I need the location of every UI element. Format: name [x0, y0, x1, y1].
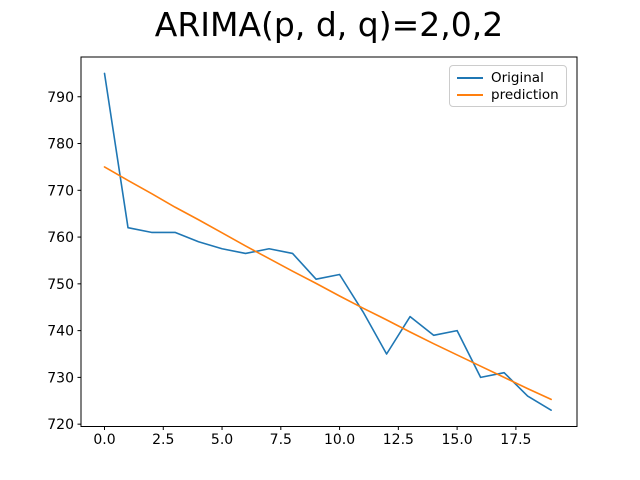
series-line-prediction: [103, 166, 552, 401]
legend-item-original: Original: [457, 69, 559, 86]
legend: Original prediction: [449, 65, 567, 107]
y-tick-label: 750: [47, 277, 74, 293]
y-tick-label: 760: [47, 230, 74, 246]
x-tick-label: 2.5: [152, 432, 174, 448]
chart-title: ARIMA(p, d, q)=2,0,2: [154, 5, 504, 44]
y-tick-label: 770: [47, 183, 74, 199]
legend-label-original: Original: [491, 69, 544, 86]
x-tick-label: 17.5: [500, 432, 531, 448]
y-tick-label: 740: [47, 324, 74, 340]
x-tick-label: 7.5: [270, 432, 292, 448]
y-tick-label: 790: [47, 90, 74, 106]
x-tick-label: 10.0: [324, 432, 355, 448]
x-tick-label: 0.0: [93, 432, 115, 448]
original-line-swatch: [457, 76, 483, 79]
y-tick-label: 720: [47, 417, 74, 433]
x-tick-label: 12.5: [383, 432, 414, 448]
x-tick-label: 5.0: [211, 432, 233, 448]
axes-frame: [80, 56, 578, 427]
y-tick-label: 730: [47, 370, 74, 386]
y-tick-label: 780: [47, 137, 74, 153]
prediction-line-swatch: [457, 93, 483, 96]
legend-label-prediction: prediction: [491, 86, 559, 103]
series-line-original: [103, 72, 552, 411]
x-tick-label: 15.0: [442, 432, 473, 448]
legend-item-prediction: prediction: [457, 86, 559, 103]
